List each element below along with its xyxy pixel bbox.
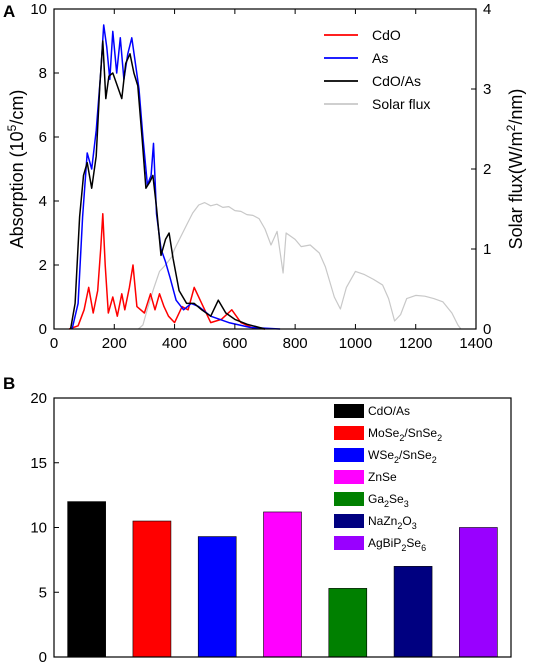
- plot-frame: [53, 8, 477, 330]
- y-tick-label: 4: [39, 193, 47, 210]
- y-right-tick-label: 2: [483, 161, 491, 178]
- y-right-tick-label: 4: [483, 1, 491, 18]
- bar: [393, 566, 433, 658]
- x-tick-label: 1000: [339, 335, 372, 352]
- y-tick-label: 2: [39, 257, 47, 274]
- y-tick-label: 5: [39, 584, 47, 601]
- legend-label: MoSe2/SnSe2: [368, 426, 442, 443]
- legend-label: CdO/As: [368, 404, 410, 418]
- y-tick-label: 15: [30, 455, 47, 472]
- y-tick-label: 10: [30, 1, 47, 18]
- legend-label: AgBiP2Se6: [368, 536, 426, 553]
- y-tick-label: 0: [39, 649, 47, 663]
- x-tick-label: 1400: [459, 335, 492, 352]
- legend-label: CdO: [372, 27, 401, 43]
- panel-label-a: A: [3, 2, 15, 21]
- series-line-cdo: [68, 213, 266, 330]
- bar: [328, 588, 368, 658]
- y-right-tick-label: 0: [483, 321, 491, 338]
- legend-label: Ga2Se3: [368, 492, 409, 509]
- bar: [263, 511, 302, 658]
- bar: [459, 527, 498, 658]
- legend-label: Solar flux: [372, 96, 430, 112]
- legend-label: NaZn2O3: [368, 514, 417, 531]
- x-tick-label: 400: [162, 335, 187, 352]
- legend-swatch: [334, 514, 364, 528]
- y-right-axis-title: Solar flux(W/m2/nm): [504, 89, 526, 250]
- bar: [197, 536, 237, 658]
- y-tick-label: 20: [30, 390, 47, 407]
- panel-label-b: B: [3, 374, 15, 393]
- y-tick-label: 8: [39, 65, 47, 82]
- x-tick-label: 600: [222, 335, 247, 352]
- series-line-cdo-as: [69, 40, 266, 330]
- legend-swatch: [334, 426, 364, 440]
- series-line-as: [71, 24, 281, 330]
- legend-label: ZnSe: [368, 470, 397, 484]
- panel-a-absorption-chart: 0 200 400 600 800 1000 1200 1400024681001234Abs…: [3, 1, 526, 352]
- legend-swatch: [334, 448, 364, 462]
- legend-swatch: [334, 536, 364, 550]
- bar: [132, 520, 172, 658]
- y-tick-label: 10: [30, 520, 47, 537]
- y-tick-label: 6: [39, 129, 47, 146]
- series-line-solar-flux: [138, 202, 462, 330]
- y-axis-title: Absorption (105/cm): [5, 90, 27, 249]
- x-tick-label: 1200: [399, 335, 432, 352]
- x-tick-label: 800: [283, 335, 308, 352]
- y-tick-label: 0: [39, 321, 47, 338]
- bar: [67, 501, 106, 658]
- y-right-tick-label: 3: [483, 81, 491, 98]
- legend-label: WSe2/SnSe2: [368, 448, 437, 465]
- panel-b-sth-efficiency-chart: 0 5 10 15 20 B CdO/As MoSe2/SnSe2 WSe2/SnSe2 ZnSe…: [3, 374, 512, 663]
- legend-swatch: [334, 404, 364, 418]
- y-right-tick-label: 1: [483, 241, 491, 258]
- x-tick-label: 200: [102, 335, 127, 352]
- legend-label: CdO/As: [372, 73, 421, 89]
- x-tick-label: 0: [50, 335, 58, 352]
- legend-label: As: [372, 50, 388, 66]
- legend-swatch: [334, 470, 364, 484]
- legend-swatch: [334, 492, 364, 506]
